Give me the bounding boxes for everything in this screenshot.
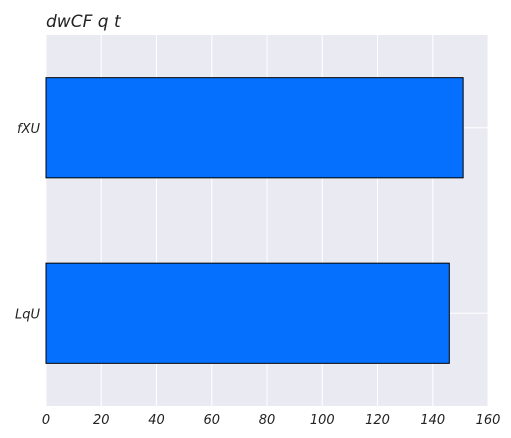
bar-LqU	[45, 262, 450, 364]
x-tick-label: 80	[259, 413, 276, 428]
x-tick-label: 140	[420, 413, 445, 428]
x-tick-label: 60	[203, 413, 220, 428]
bar-fXU	[45, 77, 464, 179]
chart-title: dwCF q t	[46, 12, 122, 32]
bars	[45, 77, 464, 364]
x-tick-label: 120	[365, 413, 390, 428]
x-tick-label: 100	[310, 413, 335, 428]
x-tick-label: 160	[476, 413, 501, 428]
x-tick-label: 40	[148, 413, 165, 428]
x-tick-label: 20	[93, 413, 110, 428]
y-tick-labels: fXU LqU	[15, 122, 40, 323]
y-tick-label: LqU	[15, 307, 40, 322]
x-tick-label: 0	[42, 413, 50, 428]
x-tick-labels: 0 20 40 60 80 100 120 140 160	[42, 413, 501, 428]
y-tick-label: fXU	[17, 122, 40, 137]
